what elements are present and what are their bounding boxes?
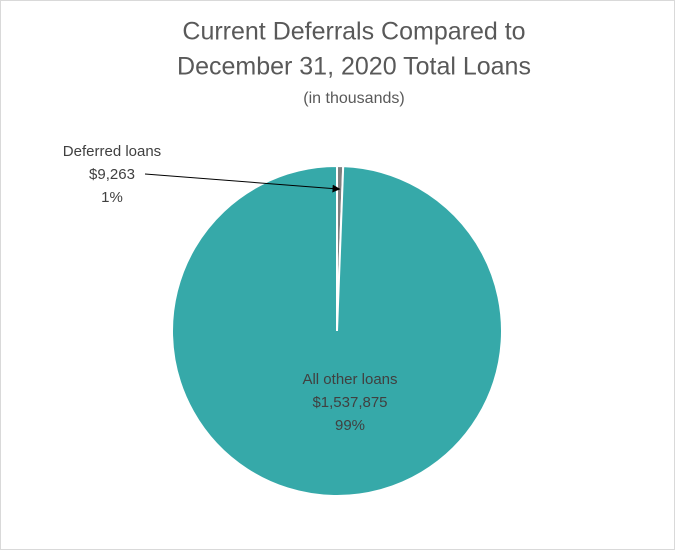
data-label: $1,537,875	[312, 394, 387, 411]
data-label: 1%	[101, 189, 123, 206]
pie-slice	[171, 164, 503, 497]
data-label: Deferred loans	[63, 143, 161, 160]
data-label: All other loans	[302, 371, 397, 388]
chart-subtitle: (in thousands)	[303, 90, 404, 107]
data-label: 99%	[335, 417, 365, 434]
chart-title: Current Deferrals Compared to	[182, 18, 525, 46]
chart-title: December 31, 2020 Total Loans	[177, 53, 531, 81]
leader-arrow	[144, 173, 341, 193]
data-label: $9,263	[89, 166, 135, 183]
